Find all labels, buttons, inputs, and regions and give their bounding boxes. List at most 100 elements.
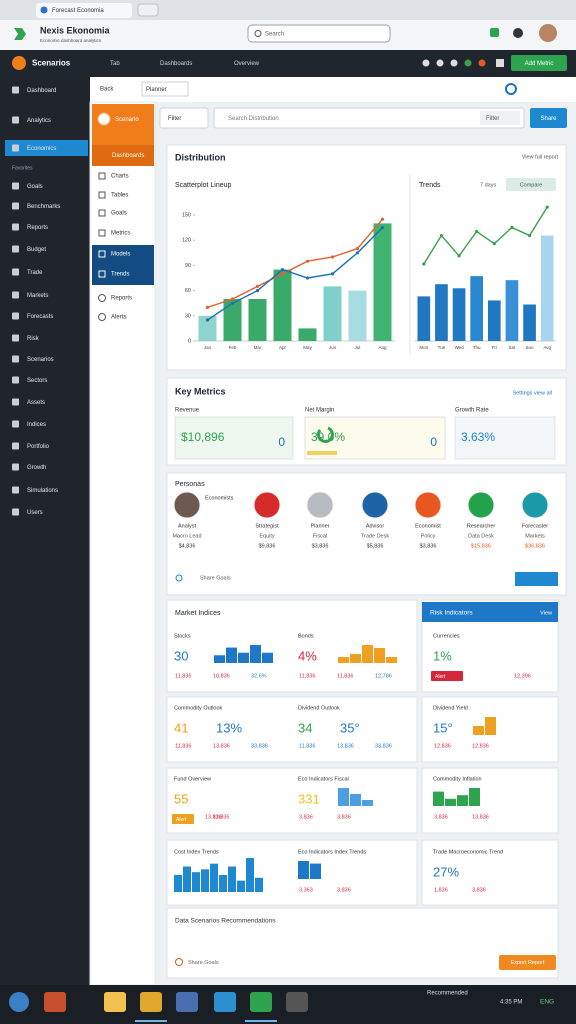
sidebar-item[interactable]: Benchmarks	[27, 204, 60, 210]
sidebar-icon	[12, 376, 19, 384]
toolbar-search[interactable]	[213, 107, 525, 129]
subnav-item[interactable]: Alerts	[111, 315, 126, 321]
line-point	[330, 272, 335, 276]
sidebar-item[interactable]: Portfolio	[27, 444, 50, 450]
sidebar-item[interactable]: Analytics	[27, 118, 51, 124]
footer-link[interactable]: Share Goals	[200, 575, 231, 581]
taskbar-app[interactable]	[250, 992, 272, 1012]
persona-avatar[interactable]	[414, 491, 442, 519]
sidebar-icon	[12, 312, 19, 320]
mini-bar	[433, 791, 444, 806]
compare-button[interactable]	[506, 178, 556, 191]
line-point	[230, 301, 235, 305]
taskbar-app[interactable]	[44, 992, 66, 1012]
nav-item[interactable]: Tab	[110, 61, 120, 67]
subnav-icon	[98, 313, 106, 321]
y-tick-label: 60	[185, 288, 191, 294]
icon	[175, 958, 183, 966]
cell-value: 331	[298, 791, 320, 806]
persona-role: Fiscal	[313, 533, 327, 539]
sidebar-item[interactable]: Goals	[27, 184, 43, 190]
button-label[interactable]: Export Report	[511, 960, 545, 966]
card-link[interactable]: Settings view all	[513, 390, 552, 396]
sidebar-item[interactable]: Economics	[27, 146, 56, 152]
cell-title: Dividend Outlook	[298, 705, 340, 711]
nav-icon[interactable]	[450, 59, 458, 67]
add-button[interactable]	[511, 55, 567, 71]
taskbar-app[interactable]	[140, 992, 162, 1012]
card-link[interactable]: View	[540, 610, 552, 616]
persona-avatar[interactable]	[467, 491, 495, 519]
subnav-item[interactable]: Charts	[111, 174, 129, 180]
cell-small: 13,836	[213, 743, 230, 749]
help-icon[interactable]	[505, 83, 517, 95]
x-tick-label: Jan	[204, 345, 212, 350]
persona-value: $15,836	[471, 543, 491, 549]
bar	[487, 300, 501, 341]
browser-tab[interactable]	[36, 3, 132, 18]
sidebar-item[interactable]: Assets	[27, 400, 45, 406]
mini-bar	[210, 863, 218, 892]
subnav-icon	[98, 294, 106, 302]
persona-avatar[interactable]	[173, 491, 201, 519]
persona-avatar[interactable]	[306, 491, 334, 519]
nav-icon[interactable]	[478, 59, 486, 67]
filter-box[interactable]	[159, 107, 209, 129]
share-button[interactable]	[530, 108, 567, 128]
button-label[interactable]: Compare	[520, 182, 543, 188]
cell-small: 3,836	[472, 887, 486, 893]
nav-item[interactable]: Overview	[234, 61, 260, 67]
filter-chip[interactable]	[480, 111, 520, 125]
button-label[interactable]: Add Metric	[525, 61, 554, 67]
y-tick-label: 90	[185, 263, 191, 269]
taskbar-app[interactable]	[214, 992, 236, 1012]
subnav-item[interactable]: Models	[111, 252, 130, 258]
button-label[interactable]: Share	[540, 116, 557, 122]
taskbar-app[interactable]	[176, 992, 198, 1012]
sidebar-item[interactable]: Scenarios	[27, 357, 54, 363]
subnav-item[interactable]: Scenario	[115, 117, 139, 123]
sidebar-item[interactable]: Reports	[27, 225, 48, 231]
sidebar-item[interactable]: Dashboard	[27, 88, 56, 94]
card-link[interactable]: View full report	[522, 154, 559, 160]
nav-item[interactable]: Dashboards	[160, 61, 192, 67]
subnav-item[interactable]: Goals	[111, 211, 127, 217]
sidebar-item[interactable]: Growth	[27, 465, 46, 471]
export-button[interactable]	[499, 955, 556, 970]
persona-avatar[interactable]	[361, 491, 389, 519]
cell-title: Fund Overview	[174, 776, 211, 782]
footer-note[interactable]: Share Goals	[188, 960, 219, 966]
subnav-item[interactable]: Tables	[111, 193, 128, 199]
nav-icon[interactable]	[496, 59, 504, 67]
sidebar-item[interactable]: Sectors	[27, 378, 47, 384]
sidebar-item[interactable]: Trade	[27, 270, 43, 276]
subnav-item[interactable]: Dashboards	[112, 153, 144, 159]
persona-avatar[interactable]	[521, 491, 549, 519]
persona-avatar[interactable]	[253, 491, 281, 519]
nav-icon[interactable]	[422, 59, 430, 67]
taskbar-app[interactable]	[286, 992, 308, 1012]
mini-bar	[228, 866, 236, 892]
taskbar-app[interactable]	[104, 992, 126, 1012]
sidebar-item[interactable]: Markets	[27, 293, 48, 299]
sidebar-item[interactable]: Users	[27, 510, 43, 516]
user-avatar[interactable]	[539, 24, 557, 42]
start-button[interactable]	[9, 992, 29, 1012]
nav-title: Scenarios	[32, 59, 71, 68]
sidebar-item[interactable]: Simulations	[27, 488, 58, 494]
subnav-item[interactable]: Reports	[111, 296, 132, 302]
line-series	[207, 218, 384, 309]
persona-button[interactable]	[515, 572, 558, 586]
nav-icon[interactable]	[464, 59, 472, 67]
search-box[interactable]	[247, 24, 391, 43]
subnav-item[interactable]: Trends	[111, 272, 129, 278]
nav-icon[interactable]	[436, 59, 444, 67]
sidebar-item[interactable]: Budget	[27, 247, 46, 253]
sidebar-icon	[12, 202, 19, 210]
sidebar-item[interactable]: Forecasts	[27, 314, 53, 320]
new-tab[interactable]	[137, 3, 159, 17]
sidebar-item[interactable]: Indices	[27, 422, 46, 428]
subnav-item[interactable]: Metrics	[111, 231, 130, 237]
back-link[interactable]: Back	[100, 87, 114, 93]
sidebar-item[interactable]: Risk	[27, 336, 40, 342]
